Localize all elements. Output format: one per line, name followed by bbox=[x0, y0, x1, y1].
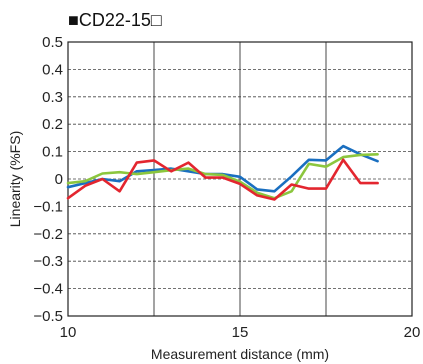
y-tick-label: −0.3 bbox=[33, 253, 63, 270]
x-tick-label: 20 bbox=[404, 324, 421, 341]
y-tick-label: 0.3 bbox=[42, 89, 63, 106]
series-group bbox=[66, 144, 379, 201]
y-tick-label: 0.2 bbox=[42, 116, 63, 133]
y-tick-label: 0.5 bbox=[42, 34, 63, 51]
y-axis-label: Linearity (%FS) bbox=[7, 131, 23, 227]
x-tick-labels: 10 15 20 bbox=[60, 324, 421, 341]
y-tick-label: 0.1 bbox=[42, 144, 63, 161]
grid bbox=[68, 42, 412, 316]
x-axis-label: Measurement distance (mm) bbox=[151, 346, 329, 362]
series-line-3 bbox=[66, 158, 379, 201]
chart-title: ■CD22-15□ bbox=[68, 10, 162, 30]
y-tick-label: 0.4 bbox=[42, 61, 63, 78]
series-line-1 bbox=[66, 144, 379, 193]
y-tick-labels: 0.5 0.4 0.3 0.2 0.1 0 −0.1 −0.2 −0.3 −0.4 −0.5 bbox=[33, 34, 63, 325]
plot-frame bbox=[67, 41, 413, 317]
y-tick-label: −0.5 bbox=[33, 308, 63, 325]
y-tick-label: −0.2 bbox=[33, 226, 63, 243]
x-tick-label: 10 bbox=[60, 324, 77, 341]
y-tick-label: −0.4 bbox=[33, 281, 63, 298]
series-line-2 bbox=[66, 153, 379, 200]
x-tick-label: 15 bbox=[232, 324, 249, 341]
y-tick-label: 0 bbox=[55, 171, 63, 188]
y-tick-label: −0.1 bbox=[33, 198, 63, 215]
